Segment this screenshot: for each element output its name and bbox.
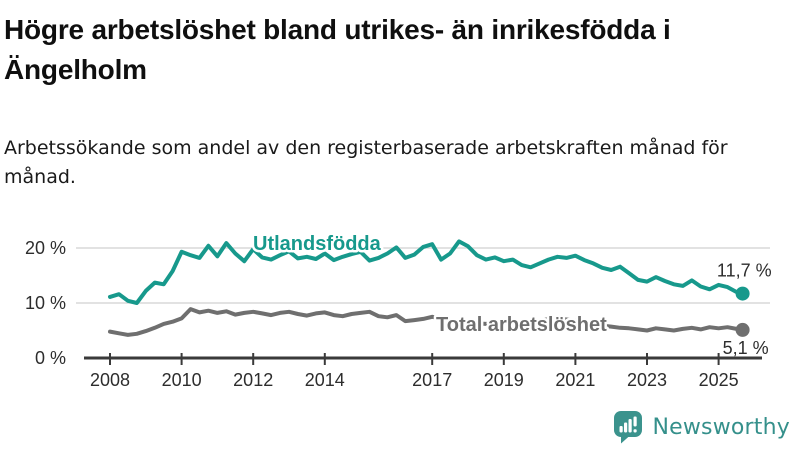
- x-tick-label-2021: 2021: [555, 370, 595, 390]
- logo-exclamation-bar: [633, 416, 638, 427]
- x-tick-label-2014: 2014: [305, 370, 345, 390]
- y-tick-label-0: 0 %: [35, 348, 66, 368]
- y-tick-label-20: 20 %: [25, 238, 66, 258]
- x-tick-label-2010: 2010: [162, 370, 202, 390]
- newsworthy-logo-text: Newsworthy: [652, 414, 790, 440]
- x-tick-label-2017: 2017: [412, 370, 452, 390]
- logo-bar-1: [619, 426, 624, 433]
- end-value-label-0: 11,7 %: [717, 261, 772, 281]
- series-line-0: [108, 239, 745, 305]
- chart-subtitle: Arbetssökande som andel av den registerb…: [4, 136, 728, 188]
- x-tick-label-2008: 2008: [90, 370, 130, 390]
- logo-bubble-tail: [621, 434, 631, 444]
- logo-bubble-shape: [614, 411, 643, 437]
- x-tick-label-2012: 2012: [233, 370, 273, 390]
- series-line-1: [108, 307, 745, 337]
- x-tick-label-2019: 2019: [484, 370, 524, 390]
- x-tick-label-2025: 2025: [699, 370, 739, 390]
- series-label-0: Utlandsfödda: [253, 233, 382, 255]
- newsworthy-logo: Newsworthy: [613, 410, 790, 444]
- series-label-1: Total arbetslöshet: [436, 314, 607, 336]
- logo-bar-3: [628, 419, 633, 433]
- y-tick-label-10: 10 %: [25, 293, 66, 313]
- x-tick-label-2023: 2023: [627, 370, 667, 390]
- logo-bar-2: [624, 422, 628, 433]
- end-value-label-1: 5,1 %: [723, 338, 769, 358]
- series-end-dot-1: [735, 322, 750, 337]
- logo-exclamation-dot: [633, 429, 638, 433]
- chart-title: Högre arbetslöshet bland utrikes- än inr…: [4, 14, 671, 85]
- series-end-dot-0: [735, 286, 750, 301]
- newsworthy-logo-icon: [614, 411, 643, 444]
